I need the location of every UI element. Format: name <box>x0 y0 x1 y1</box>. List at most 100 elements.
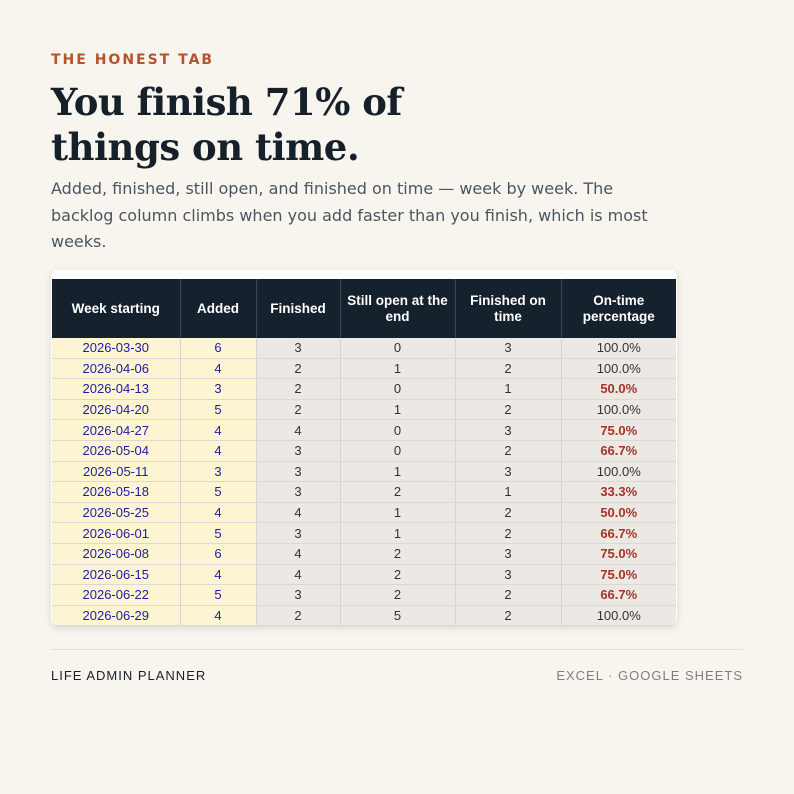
cell-still-open[interactable]: 1 <box>340 502 456 524</box>
cell-still-open[interactable]: 0 <box>340 419 456 441</box>
cell-added[interactable]: 4 <box>180 564 257 586</box>
cell-finished-on-time[interactable]: 1 <box>455 378 562 400</box>
cell-finished[interactable]: 2 <box>256 605 341 627</box>
cell-finished-on-time[interactable]: 2 <box>455 502 562 524</box>
cell-added[interactable]: 5 <box>180 399 257 421</box>
cell-finished-on-time[interactable]: 3 <box>455 564 562 586</box>
cell-finished-on-time[interactable]: 2 <box>455 399 562 421</box>
cell-still-open[interactable]: 1 <box>340 399 456 421</box>
header-still-open[interactable]: Still open at the end <box>340 279 456 338</box>
cell-finished-on-time[interactable]: 3 <box>455 461 562 483</box>
cell-finished[interactable]: 4 <box>256 419 341 441</box>
cell-still-open[interactable]: 2 <box>340 564 456 586</box>
cell-week[interactable]: 2026-06-29 <box>52 605 181 627</box>
table-header-row: Week starting Added Finished Still open at … <box>52 279 676 338</box>
cell-finished-on-time[interactable]: 1 <box>455 481 562 503</box>
cell-added[interactable]: 5 <box>180 522 257 544</box>
cell-finished[interactable]: 3 <box>256 584 341 606</box>
cell-on-time-pct[interactable]: 50.0% <box>561 502 676 524</box>
header-on-time-percentage[interactable]: On-time percentage <box>561 279 676 338</box>
headline-line-2: things on time. <box>51 125 360 169</box>
cell-week[interactable]: 2026-04-27 <box>52 419 181 441</box>
cell-on-time-pct[interactable]: 100.0% <box>561 399 676 421</box>
cell-still-open[interactable]: 0 <box>340 440 456 462</box>
table-row: 2026-06-15 4 4 2 3 75.0% <box>52 564 676 586</box>
cell-added[interactable]: 3 <box>180 378 257 400</box>
cell-added[interactable]: 4 <box>180 440 257 462</box>
header-added[interactable]: Added <box>180 279 257 338</box>
table-row: 2026-04-27 4 4 0 3 75.0% <box>52 419 676 441</box>
cell-finished-on-time[interactable]: 3 <box>455 543 562 565</box>
cell-week[interactable]: 2026-06-08 <box>52 543 181 565</box>
cell-finished[interactable]: 4 <box>256 564 341 586</box>
cell-added[interactable]: 4 <box>180 358 257 380</box>
cell-week[interactable]: 2026-04-06 <box>52 358 181 380</box>
cell-on-time-pct[interactable]: 50.0% <box>561 378 676 400</box>
cell-week[interactable]: 2026-05-11 <box>52 461 181 483</box>
cell-week[interactable]: 2026-06-15 <box>52 564 181 586</box>
cell-week[interactable]: 2026-04-13 <box>52 378 181 400</box>
cell-still-open[interactable]: 1 <box>340 522 456 544</box>
cell-on-time-pct[interactable]: 75.0% <box>561 419 676 441</box>
cell-added[interactable]: 4 <box>180 419 257 441</box>
cell-finished-on-time[interactable]: 2 <box>455 605 562 627</box>
cell-finished-on-time[interactable]: 2 <box>455 522 562 544</box>
cell-finished[interactable]: 4 <box>256 502 341 524</box>
table-row: 2026-05-11 3 3 1 3 100.0% <box>52 461 676 483</box>
cell-on-time-pct[interactable]: 100.0% <box>561 338 676 359</box>
cell-added[interactable]: 4 <box>180 502 257 524</box>
cell-on-time-pct[interactable]: 66.7% <box>561 584 676 606</box>
cell-still-open[interactable]: 0 <box>340 338 456 359</box>
table-row: 2026-05-04 4 3 0 2 66.7% <box>52 440 676 462</box>
cell-finished[interactable]: 3 <box>256 481 341 503</box>
cell-finished[interactable]: 2 <box>256 378 341 400</box>
cell-week[interactable]: 2026-06-01 <box>52 522 181 544</box>
subhead: Added, finished, still open, and finishe… <box>51 179 648 251</box>
cell-finished[interactable]: 3 <box>256 440 341 462</box>
cell-added[interactable]: 4 <box>180 605 257 627</box>
cell-finished[interactable]: 3 <box>256 522 341 544</box>
cell-still-open[interactable]: 1 <box>340 461 456 483</box>
cell-finished-on-time[interactable]: 3 <box>455 419 562 441</box>
cell-added[interactable]: 5 <box>180 481 257 503</box>
cell-finished-on-time[interactable]: 2 <box>455 440 562 462</box>
cell-added[interactable]: 5 <box>180 584 257 606</box>
header-finished-on-time[interactable]: Finished on time <box>455 279 562 338</box>
cell-added[interactable]: 6 <box>180 543 257 565</box>
cell-on-time-pct[interactable]: 33.3% <box>561 481 676 503</box>
cell-week[interactable]: 2026-06-22 <box>52 584 181 606</box>
cell-week[interactable]: 2026-05-25 <box>52 502 181 524</box>
cell-added[interactable]: 3 <box>180 461 257 483</box>
cell-finished[interactable]: 2 <box>256 358 341 380</box>
cell-still-open[interactable]: 1 <box>340 358 456 380</box>
cell-on-time-pct[interactable]: 100.0% <box>561 358 676 380</box>
cell-week[interactable]: 2026-05-18 <box>52 481 181 503</box>
cell-finished-on-time[interactable]: 3 <box>455 338 562 359</box>
header-finished[interactable]: Finished <box>256 279 341 338</box>
cell-on-time-pct[interactable]: 66.7% <box>561 440 676 462</box>
cell-on-time-pct[interactable]: 66.7% <box>561 522 676 544</box>
cell-on-time-pct[interactable]: 75.0% <box>561 543 676 565</box>
eyebrow-label: THE HONEST TAB <box>51 52 215 68</box>
cell-finished-on-time[interactable]: 2 <box>455 358 562 380</box>
cell-week[interactable]: 2026-05-04 <box>52 440 181 462</box>
header-week-starting[interactable]: Week starting <box>52 279 181 338</box>
cell-finished-on-time[interactable]: 2 <box>455 584 562 606</box>
cell-added[interactable]: 6 <box>180 338 257 359</box>
table-row: 2026-06-22 5 3 2 2 66.7% <box>52 584 676 606</box>
cell-still-open[interactable]: 2 <box>340 481 456 503</box>
cell-still-open[interactable]: 0 <box>340 378 456 400</box>
cell-week[interactable]: 2026-04-20 <box>52 399 181 421</box>
cell-still-open[interactable]: 2 <box>340 584 456 606</box>
cell-finished[interactable]: 2 <box>256 399 341 421</box>
cell-week[interactable]: 2026-03-30 <box>52 338 181 359</box>
spreadsheet-card: Week starting Added Finished Still open at … <box>51 270 677 627</box>
cell-finished[interactable]: 3 <box>256 461 341 483</box>
cell-finished[interactable]: 3 <box>256 338 341 359</box>
cell-finished[interactable]: 4 <box>256 543 341 565</box>
cell-still-open[interactable]: 2 <box>340 543 456 565</box>
cell-on-time-pct[interactable]: 75.0% <box>561 564 676 586</box>
cell-on-time-pct[interactable]: 100.0% <box>561 605 676 627</box>
cell-still-open[interactable]: 5 <box>340 605 456 627</box>
cell-on-time-pct[interactable]: 100.0% <box>561 461 676 483</box>
